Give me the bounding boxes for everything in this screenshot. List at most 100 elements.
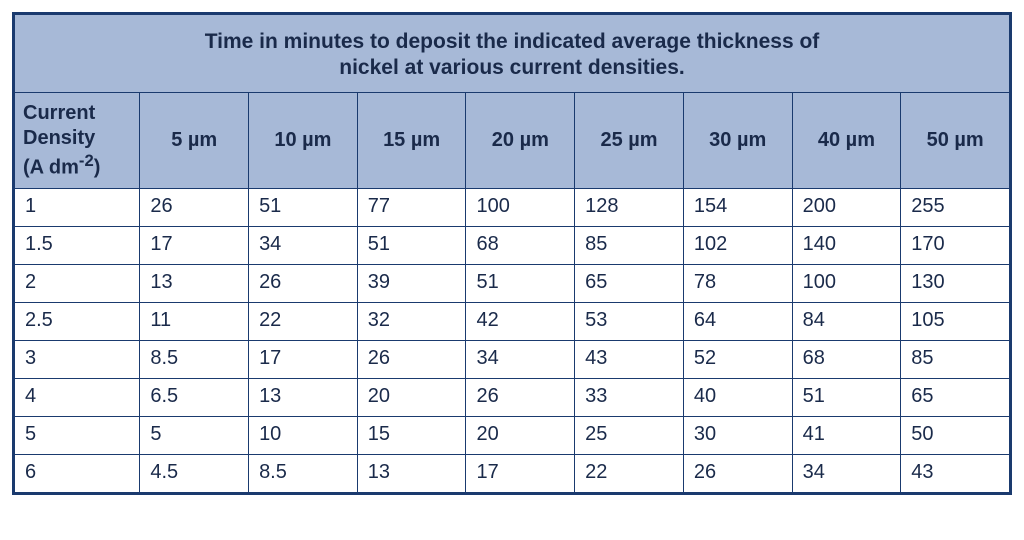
cell: 13 — [357, 455, 466, 493]
cell: 102 — [683, 227, 792, 265]
cell: 20 — [357, 379, 466, 417]
cell: 26 — [140, 189, 249, 227]
cell: 33 — [575, 379, 684, 417]
row-label: 6 — [15, 455, 140, 493]
cell: 13 — [249, 379, 358, 417]
cell: 128 — [575, 189, 684, 227]
table-row: 5 5 10 15 20 25 30 41 50 — [15, 417, 1010, 455]
table-row: 4 6.5 13 20 26 33 40 51 65 — [15, 379, 1010, 417]
cell: 34 — [466, 341, 575, 379]
cell: 43 — [575, 341, 684, 379]
cell: 53 — [575, 303, 684, 341]
cell: 140 — [792, 227, 901, 265]
cell: 25 — [575, 417, 684, 455]
cell: 40 — [683, 379, 792, 417]
cell: 68 — [466, 227, 575, 265]
cell: 11 — [140, 303, 249, 341]
cell: 65 — [901, 379, 1010, 417]
cell: 39 — [357, 265, 466, 303]
cell: 17 — [249, 341, 358, 379]
cell: 255 — [901, 189, 1010, 227]
cell: 43 — [901, 455, 1010, 493]
cell: 85 — [575, 227, 684, 265]
cell: 26 — [249, 265, 358, 303]
row-label: 1 — [15, 189, 140, 227]
cell: 13 — [140, 265, 249, 303]
cell: 68 — [792, 341, 901, 379]
row-label: 5 — [15, 417, 140, 455]
cell: 8.5 — [249, 455, 358, 493]
row-header-l3-suffix: ) — [94, 156, 101, 178]
row-header-l3-sup: -2 — [79, 151, 94, 170]
cell: 26 — [357, 341, 466, 379]
table-row: 2.5 11 22 32 42 53 64 84 105 — [15, 303, 1010, 341]
cell: 26 — [683, 455, 792, 493]
cell: 10 — [249, 417, 358, 455]
table-row: 2 13 26 39 51 65 78 100 130 — [15, 265, 1010, 303]
cell: 78 — [683, 265, 792, 303]
cell: 51 — [357, 227, 466, 265]
table-row: 1 26 51 77 100 128 154 200 255 — [15, 189, 1010, 227]
col-header: 25 µm — [575, 92, 684, 189]
cell: 22 — [575, 455, 684, 493]
cell: 5 — [140, 417, 249, 455]
col-header: 40 µm — [792, 92, 901, 189]
deposition-time-table: Time in minutes to deposit the indicated… — [12, 12, 1012, 495]
title-line-1: Time in minutes to deposit the indicated… — [205, 30, 820, 53]
row-label: 2 — [15, 265, 140, 303]
cell: 34 — [792, 455, 901, 493]
cell: 52 — [683, 341, 792, 379]
cell: 130 — [901, 265, 1010, 303]
col-header: 50 µm — [901, 92, 1010, 189]
table-row: 6 4.5 8.5 13 17 22 26 34 43 — [15, 455, 1010, 493]
cell: 17 — [466, 455, 575, 493]
cell: 32 — [357, 303, 466, 341]
cell: 51 — [792, 379, 901, 417]
cell: 22 — [249, 303, 358, 341]
cell: 50 — [901, 417, 1010, 455]
cell: 4.5 — [140, 455, 249, 493]
cell: 100 — [792, 265, 901, 303]
cell: 42 — [466, 303, 575, 341]
cell: 51 — [466, 265, 575, 303]
cell: 200 — [792, 189, 901, 227]
cell: 170 — [901, 227, 1010, 265]
cell: 20 — [466, 417, 575, 455]
row-header-l1: Current — [23, 102, 95, 124]
table-title-row: Time in minutes to deposit the indicated… — [15, 15, 1010, 93]
cell: 15 — [357, 417, 466, 455]
row-header-l3-prefix: (A dm — [23, 156, 79, 178]
cell: 17 — [140, 227, 249, 265]
row-header-l2: Density — [23, 127, 95, 149]
table-title: Time in minutes to deposit the indicated… — [15, 15, 1010, 93]
table-row: 3 8.5 17 26 34 43 52 68 85 — [15, 341, 1010, 379]
cell: 8.5 — [140, 341, 249, 379]
col-header: 5 µm — [140, 92, 249, 189]
cell: 85 — [901, 341, 1010, 379]
table: Time in minutes to deposit the indicated… — [14, 14, 1010, 493]
cell: 64 — [683, 303, 792, 341]
col-header: 30 µm — [683, 92, 792, 189]
col-header: 20 µm — [466, 92, 575, 189]
row-header-label: Current Density (A dm-2) — [15, 92, 140, 189]
cell: 154 — [683, 189, 792, 227]
cell: 30 — [683, 417, 792, 455]
row-label: 4 — [15, 379, 140, 417]
title-line-2: nickel at various current densities. — [339, 56, 684, 79]
cell: 41 — [792, 417, 901, 455]
row-label: 3 — [15, 341, 140, 379]
cell: 65 — [575, 265, 684, 303]
col-header: 10 µm — [249, 92, 358, 189]
cell: 105 — [901, 303, 1010, 341]
cell: 26 — [466, 379, 575, 417]
cell: 84 — [792, 303, 901, 341]
cell: 77 — [357, 189, 466, 227]
cell: 51 — [249, 189, 358, 227]
row-label: 2.5 — [15, 303, 140, 341]
cell: 100 — [466, 189, 575, 227]
cell: 34 — [249, 227, 358, 265]
row-label: 1.5 — [15, 227, 140, 265]
table-header-row: Current Density (A dm-2) 5 µm 10 µm 15 µ… — [15, 92, 1010, 189]
table-row: 1.5 17 34 51 68 85 102 140 170 — [15, 227, 1010, 265]
cell: 6.5 — [140, 379, 249, 417]
